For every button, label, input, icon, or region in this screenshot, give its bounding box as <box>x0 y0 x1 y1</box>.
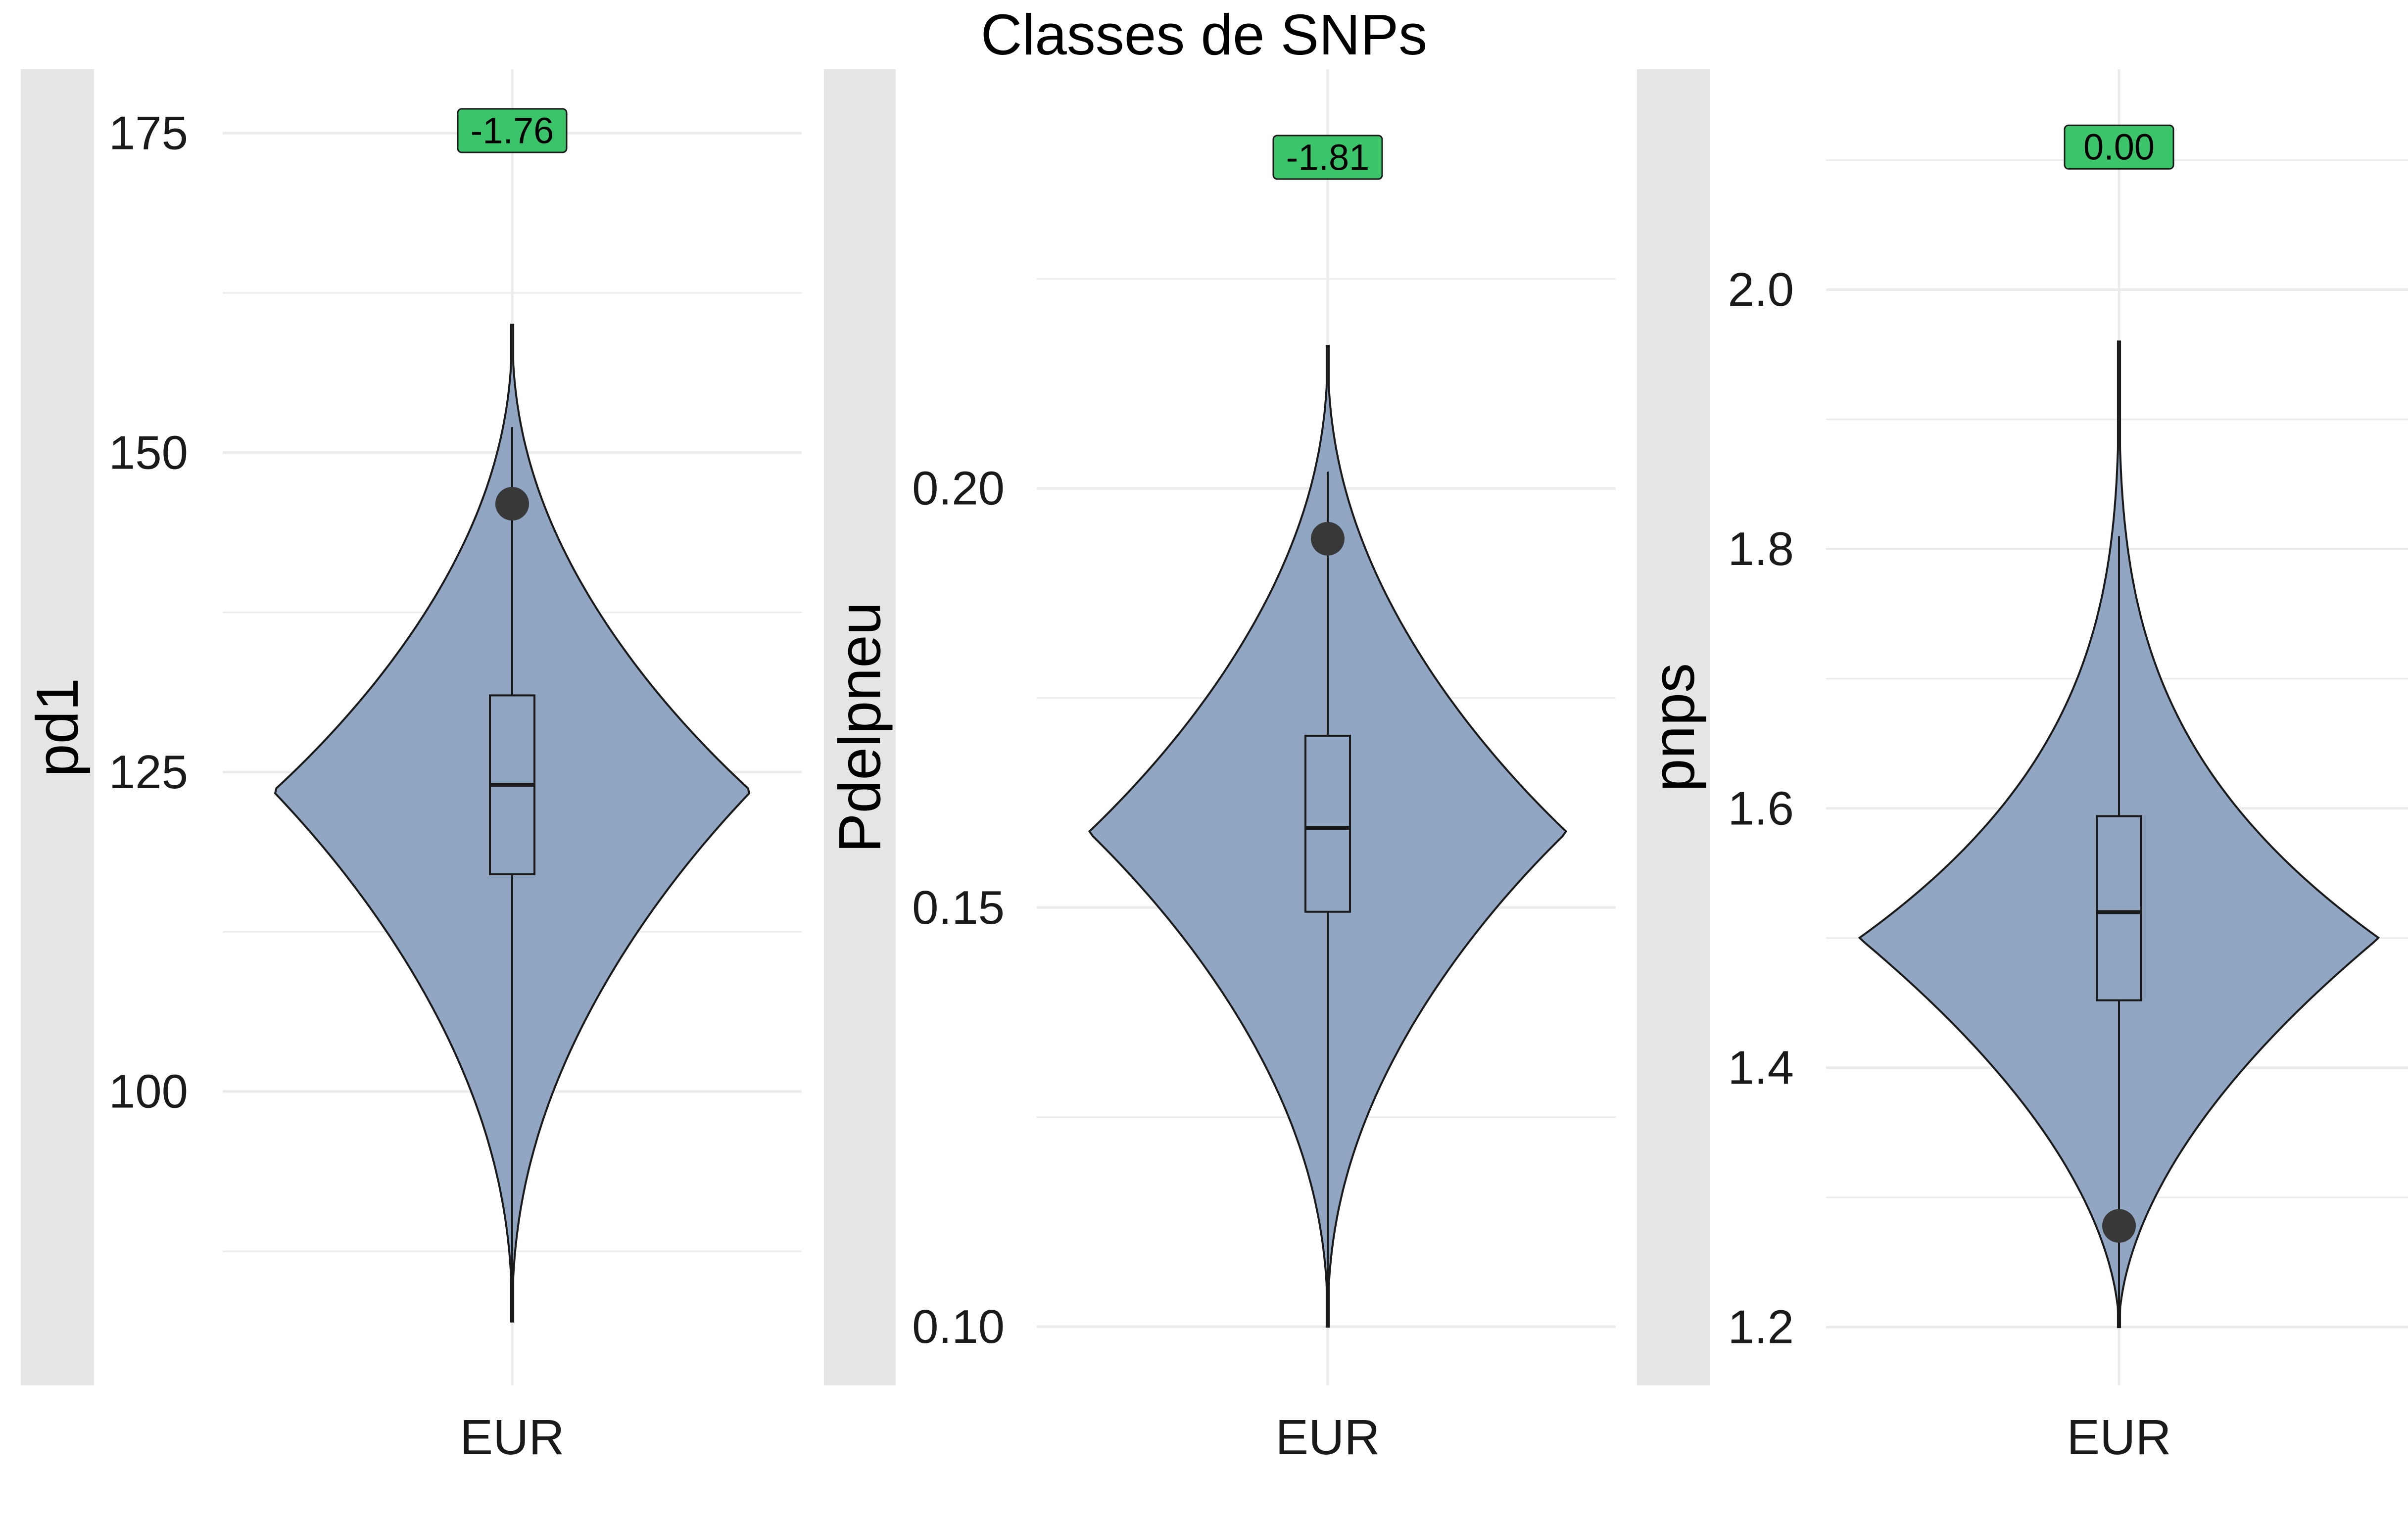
x-tick-label: EUR <box>1275 1410 1380 1465</box>
y-axis-label: pd1 <box>24 678 91 777</box>
y-tick-label: 2.0 <box>1728 263 1794 316</box>
y-label-strip <box>21 69 94 1385</box>
y-label-strip <box>824 69 896 1385</box>
value-label-box <box>457 108 568 153</box>
observed-point <box>2102 1209 2136 1243</box>
y-tick-label: 175 <box>109 107 188 160</box>
y-tick-label: 1.8 <box>1728 522 1794 575</box>
box-iqr <box>2096 815 2142 1001</box>
panel-pdelpneu: Pdelpneu 0.10 0.15 0.20 -1.81 EUR <box>824 69 1616 1465</box>
box-iqr <box>1304 734 1351 913</box>
value-label: -1.81 <box>1286 137 1370 178</box>
panel-pd1: pd1 100 125 150 175 -1.76 EUR <box>21 69 802 1465</box>
chart-title: Classes de SNPs <box>980 2 1428 67</box>
observed-point <box>495 487 529 521</box>
y-tick-label: 125 <box>109 746 188 799</box>
y-label-strip <box>1637 69 1710 1385</box>
value-label: 0.00 <box>2083 127 2155 168</box>
violin-body <box>1858 340 2380 1329</box>
y-tick-label: 1.2 <box>1728 1301 1794 1354</box>
x-tick-label: EUR <box>460 1410 564 1465</box>
value-label: -1.76 <box>471 110 554 151</box>
y-tick-label: 0.20 <box>912 462 1005 515</box>
y-tick-label: 1.6 <box>1728 782 1794 835</box>
y-tick-label: 0.10 <box>912 1300 1005 1353</box>
violin-body <box>274 324 751 1323</box>
value-label-box <box>2064 124 2174 170</box>
panel-pnps: pnps 1.2 1.4 1.6 1.8 2.0 0.00 EUR <box>1637 69 2408 1465</box>
violin-body <box>1088 345 1568 1328</box>
y-axis-label: Pdelpneu <box>827 602 893 853</box>
y-axis-label: pnps <box>1640 663 1707 792</box>
y-tick-label: 100 <box>109 1065 188 1118</box>
y-tick-label: 1.4 <box>1728 1041 1794 1094</box>
y-tick-label: 150 <box>109 426 188 479</box>
observed-point <box>1311 522 1345 556</box>
x-tick-label: EUR <box>2067 1410 2171 1465</box>
value-label-box <box>1272 135 1383 180</box>
y-tick-label: 0.15 <box>912 881 1005 934</box>
